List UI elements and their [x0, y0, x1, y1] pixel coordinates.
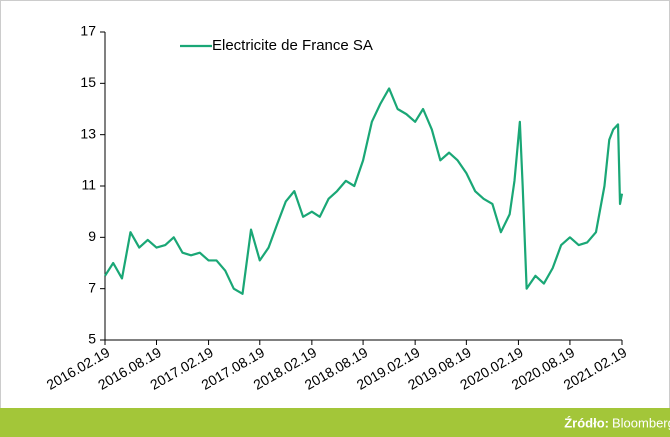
y-tick-label: 9	[88, 228, 96, 244]
y-tick-label: 11	[81, 177, 96, 193]
y-tick-label: 17	[80, 23, 96, 39]
source-label: Źródło:	[564, 415, 609, 430]
y-tick-label: 13	[80, 125, 96, 141]
footer-bar	[0, 408, 670, 437]
legend-label: Electricite de France SA	[212, 37, 373, 54]
source: Bloomberg	[612, 415, 670, 430]
series-line	[104, 87, 624, 295]
y-tick-label: 15	[80, 74, 96, 90]
y-tick-label: 5	[88, 331, 96, 347]
y-tick-label: 7	[88, 279, 96, 295]
